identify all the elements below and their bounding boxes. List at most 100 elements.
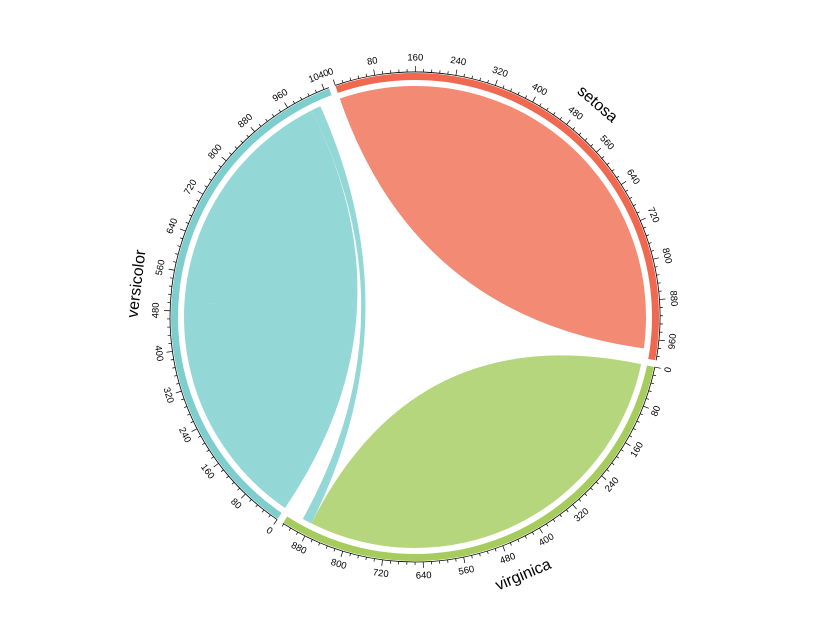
chord-virginica-self [311,355,642,548]
minor-tick [255,504,258,508]
minor-tick [584,138,588,141]
tick-label: 880 [289,540,308,557]
minor-tick [211,456,214,459]
minor-tick [625,189,629,192]
minor-tick [517,539,520,543]
minor-tick [479,77,481,81]
major-tick [197,190,204,195]
minor-tick [187,413,191,416]
major-tick [166,351,173,353]
minor-tick [629,196,633,199]
minor-tick [650,250,655,252]
minor-tick [325,545,328,549]
tick-label: 240 [603,475,622,494]
minor-tick [175,253,179,255]
axis-line-virginica [282,366,656,563]
minor-tick [532,531,535,535]
minor-tick [606,469,610,472]
major-tick [502,545,506,552]
minor-tick [190,421,194,424]
minor-tick [524,535,527,539]
minor-tick [654,266,658,268]
minor-tick [365,73,368,77]
tick-label: 800 [329,557,347,572]
minor-tick [578,132,582,136]
minor-tick [268,514,271,518]
major-tick [175,390,182,394]
minor-tick [636,211,640,214]
minor-tick [629,435,633,438]
sector-tracks [171,73,659,561]
tick-label: 720 [645,206,661,225]
minor-tick [261,509,265,513]
minor-tick [246,134,249,138]
minor-tick [552,519,556,522]
major-tick [572,504,577,510]
minor-tick [181,398,185,401]
minor-tick [357,555,359,559]
minor-tick [226,475,229,479]
minor-tick [206,449,210,452]
minor-tick [249,499,252,502]
minor-tick [645,398,650,400]
major-tick [168,268,175,271]
minor-tick [616,175,620,179]
tick-label: 480 [498,551,517,567]
minor-tick [611,169,615,172]
minor-tick [310,539,313,543]
minor-tick [643,226,647,229]
minor-tick [559,116,563,120]
minor-tick [173,261,177,263]
minor-tick [271,114,275,117]
sector-label-setosa: setosa [574,83,621,127]
minor-tick [288,527,291,531]
minor-tick [633,428,637,431]
minor-tick [539,103,542,107]
minor-tick [258,123,262,127]
minor-tick [333,548,336,552]
minor-tick [502,85,505,89]
minor-tick [231,481,235,485]
tick-label: 560 [458,564,476,578]
minor-tick [656,274,660,276]
minor-tick [177,245,181,247]
tick-label: 400 [537,531,556,549]
minor-tick [292,100,295,104]
minor-tick [648,390,652,392]
tick-label: 160 [629,440,647,459]
major-tick [221,156,227,162]
tick-label: 0 [326,66,335,78]
minor-tick [471,75,473,79]
minor-tick [510,542,512,546]
tick-label: 480 [566,104,585,122]
major-tick [273,519,278,525]
minor-tick [365,557,367,561]
minor-tick [237,487,240,491]
minor-tick [525,95,528,99]
tick-label: 320 [160,386,175,404]
major-tick [653,257,659,260]
tick-label: 800 [659,247,673,265]
minor-tick [318,542,321,546]
axis-ticks: 080 160 2403204004805606407208008809600801… [150,52,679,581]
minor-tick [281,523,284,527]
minor-tick [595,481,599,485]
tick-label: 480 [150,302,161,318]
minor-tick [204,185,208,188]
minor-tick [196,199,200,202]
minor-tick [278,109,282,113]
minor-tick [553,112,556,116]
tick-label: 640 [416,570,432,582]
minor-tick [601,156,605,159]
tick-label: 80 [366,55,378,68]
minor-tick [172,367,176,369]
minor-tick [572,127,576,130]
minor-tick [510,88,513,92]
major-tick [539,527,543,534]
tick-label: 160 [407,52,423,63]
major-tick [643,405,649,409]
minor-tick [349,77,352,81]
major-tick [495,79,498,86]
tick-label: 0 [663,366,675,373]
